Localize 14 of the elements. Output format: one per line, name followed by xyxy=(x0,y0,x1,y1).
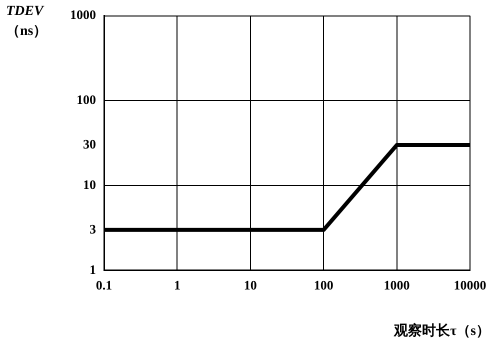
x-tick-label: 1000 xyxy=(384,278,410,293)
y-tick-label: 10 xyxy=(83,176,96,192)
y-tick-label: 1 xyxy=(90,262,96,277)
y-tick-label: 30 xyxy=(83,136,96,152)
x-tick-label: 0.1 xyxy=(96,278,112,293)
y-axis-title: TDEV（ns） xyxy=(6,3,48,41)
x-tick-label: 1 xyxy=(174,278,180,293)
x-tick-label: 100 xyxy=(314,278,334,293)
x-axis-title: 观察时长τ（s） xyxy=(394,322,490,340)
y-tick-label: 3 xyxy=(90,221,96,236)
y-tick-label: 1000 xyxy=(70,7,96,22)
y-tick-label: 100 xyxy=(76,92,96,108)
x-tick-label: 10000 xyxy=(454,278,486,293)
x-tick-label: 10 xyxy=(244,278,257,293)
